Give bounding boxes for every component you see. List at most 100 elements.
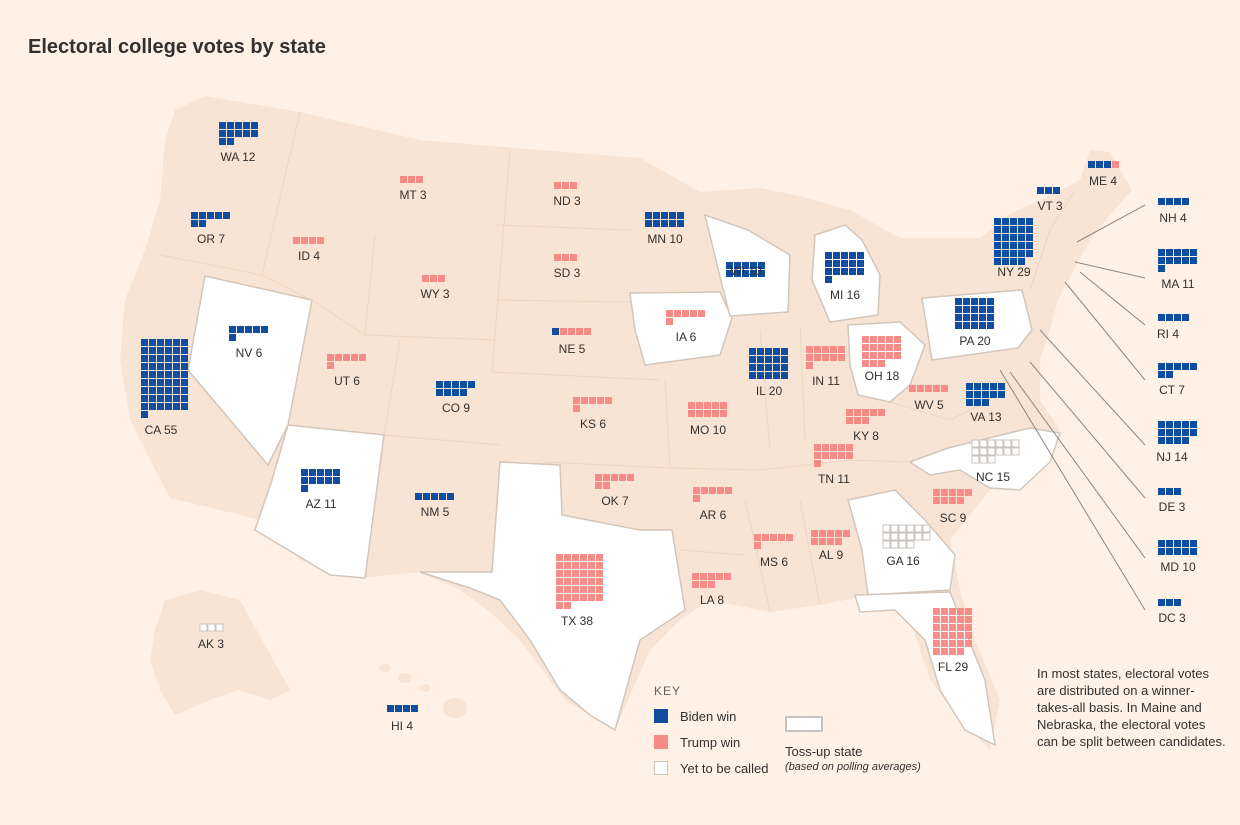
ev-square-al xyxy=(827,530,834,537)
leader-line-ma xyxy=(1074,261,1146,279)
ev-square-oh xyxy=(862,352,869,359)
ev-square-pa xyxy=(955,298,962,305)
ev-square-nm xyxy=(431,493,438,500)
ev-square-fl xyxy=(965,640,972,647)
ev-square-wi xyxy=(726,270,733,277)
ev-square-sd xyxy=(562,254,569,261)
ev-square-al xyxy=(835,538,842,545)
ev-square-wi xyxy=(750,270,757,277)
ev-square-ok xyxy=(619,474,626,481)
state-label-de: DE 3 xyxy=(1159,500,1186,514)
ev-square-ma xyxy=(1182,249,1189,256)
ev-square-ca xyxy=(141,387,148,394)
ev-square-in xyxy=(806,346,813,353)
ev-square-tx xyxy=(564,586,571,593)
ev-square-pa xyxy=(955,322,962,329)
state-label-la: LA 8 xyxy=(700,593,724,607)
state-label-md: MD 10 xyxy=(1160,560,1196,574)
ev-square-ri xyxy=(1158,314,1165,321)
ev-square-mi xyxy=(857,268,864,275)
ev-square-ca xyxy=(165,355,172,362)
ev-square-nc xyxy=(1003,447,1012,456)
ev-square-ny xyxy=(994,242,1001,249)
state-label-nm: NM 5 xyxy=(421,505,450,519)
ev-square-ia xyxy=(690,310,697,317)
ev-square-il xyxy=(773,356,780,363)
key-swatch-uncalled xyxy=(654,761,668,775)
ev-square-nj xyxy=(1158,421,1165,428)
ev-square-in xyxy=(814,346,821,353)
ev-square-nj xyxy=(1166,437,1173,444)
ev-square-va xyxy=(990,383,997,390)
ev-square-ri xyxy=(1166,314,1173,321)
ev-square-ca xyxy=(173,371,180,378)
ev-square-wa xyxy=(227,122,234,129)
ev-square-ny xyxy=(1026,234,1033,241)
ev-square-tx xyxy=(580,578,587,585)
ev-square-oh xyxy=(870,336,877,343)
ev-square-ca xyxy=(157,387,164,394)
state-label-dc: DC 3 xyxy=(1158,611,1186,625)
ev-square-oh xyxy=(894,344,901,351)
ev-square-nj xyxy=(1166,421,1173,428)
ev-square-in xyxy=(830,354,837,361)
ev-square-in xyxy=(830,346,837,353)
ev-square-tx xyxy=(596,578,603,585)
ev-square-sc xyxy=(941,497,948,504)
ev-square-mi xyxy=(841,268,848,275)
ev-square-sc xyxy=(957,489,964,496)
ev-square-fl xyxy=(965,608,972,615)
ev-square-va xyxy=(998,383,1005,390)
ev-grid-mi xyxy=(825,252,864,283)
ev-square-il xyxy=(781,348,788,355)
ev-square-fl xyxy=(941,608,948,615)
ev-square-ar xyxy=(701,487,708,494)
ev-square-wa xyxy=(227,130,234,137)
ev-square-mn xyxy=(669,212,676,219)
ev-square-nc xyxy=(971,439,980,448)
ev-square-la xyxy=(692,581,699,588)
ev-square-wa xyxy=(219,138,226,145)
ev-square-va xyxy=(990,391,997,398)
key-swatch-biden xyxy=(654,709,668,723)
ev-square-oh xyxy=(862,360,869,367)
ev-square-wy xyxy=(438,275,445,282)
ev-grid-fl xyxy=(933,608,972,655)
state-label-sc: SC 9 xyxy=(940,511,967,525)
ev-square-fl xyxy=(941,640,948,647)
ev-square-fl xyxy=(933,640,940,647)
ev-square-mn xyxy=(661,220,668,227)
ev-square-ut xyxy=(327,362,334,369)
ev-square-ca xyxy=(157,347,164,354)
ev-square-tx xyxy=(564,578,571,585)
key-label-biden: Biden win xyxy=(680,708,737,724)
ev-square-ia xyxy=(698,310,705,317)
ev-square-oh xyxy=(886,336,893,343)
ev-square-oh xyxy=(878,344,885,351)
state-label-nh: NH 4 xyxy=(1159,211,1187,225)
ev-square-al xyxy=(835,530,842,537)
ev-square-ca xyxy=(141,403,148,410)
ev-square-mi xyxy=(825,276,832,283)
ev-square-ga xyxy=(906,540,915,549)
state-label-mn: MN 10 xyxy=(647,232,683,246)
ev-square-mn xyxy=(677,220,684,227)
ev-square-sc xyxy=(949,497,956,504)
ev-square-wy xyxy=(422,275,429,282)
ev-square-mi xyxy=(849,260,856,267)
ev-grid-la xyxy=(692,573,731,588)
ev-square-in xyxy=(814,354,821,361)
ev-square-ga xyxy=(906,532,915,541)
state-label-ny: NY 29 xyxy=(997,265,1030,279)
ev-square-in xyxy=(838,354,845,361)
ev-square-mn xyxy=(653,220,660,227)
ev-square-tn xyxy=(822,452,829,459)
ev-square-oh xyxy=(878,352,885,359)
ev-square-mn xyxy=(661,212,668,219)
ev-square-co xyxy=(460,389,467,396)
hawaii-island xyxy=(398,673,412,683)
ev-square-ca xyxy=(157,403,164,410)
ev-square-mi xyxy=(849,268,856,275)
ev-square-ny xyxy=(1026,218,1033,225)
